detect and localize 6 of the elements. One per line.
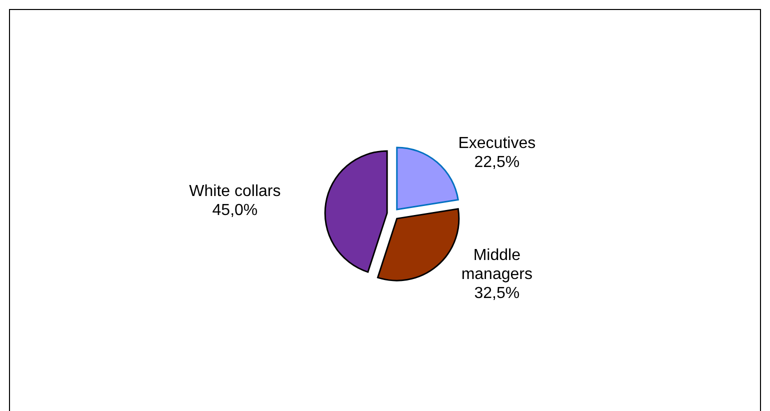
slice-label: White collars xyxy=(189,183,281,200)
data-label: 45,0% xyxy=(212,202,258,220)
data-label: 32,5% xyxy=(474,285,520,302)
slice-label: Middle managers xyxy=(461,247,532,284)
data-label: 22,5% xyxy=(474,154,520,171)
slice-label: Executives xyxy=(458,134,536,152)
